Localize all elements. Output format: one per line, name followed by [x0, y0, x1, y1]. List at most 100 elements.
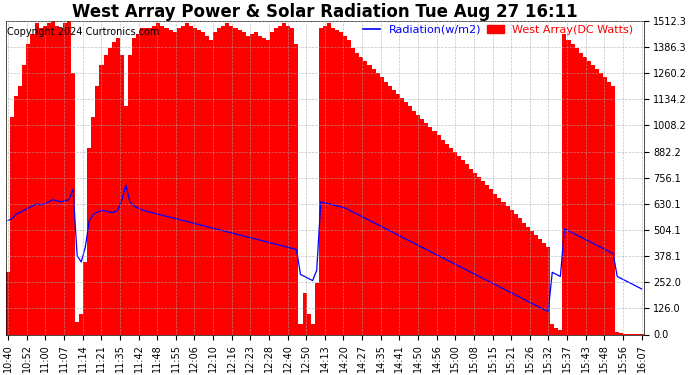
Bar	[607, 81, 611, 334]
Bar	[14, 96, 18, 334]
Bar	[469, 169, 473, 334]
Bar	[359, 57, 364, 334]
Bar	[140, 28, 144, 334]
Bar	[10, 117, 14, 334]
Bar	[75, 322, 79, 334]
Bar	[132, 38, 136, 334]
Bar	[493, 194, 497, 334]
Bar	[339, 32, 343, 334]
Bar	[266, 40, 270, 334]
Bar	[457, 156, 461, 334]
Bar	[221, 26, 226, 334]
Bar	[254, 32, 258, 334]
Bar	[335, 30, 339, 334]
Bar	[526, 226, 530, 334]
Bar	[282, 24, 286, 334]
Bar	[591, 65, 595, 335]
Bar	[278, 26, 282, 334]
Bar	[237, 30, 242, 334]
Legend: Radiation(w/m2), West Array(DC Watts): Radiation(w/m2), West Array(DC Watts)	[359, 20, 638, 39]
Bar	[197, 30, 201, 334]
Bar	[502, 202, 506, 334]
Bar	[67, 21, 71, 334]
Bar	[619, 333, 623, 334]
Bar	[396, 94, 400, 334]
Bar	[136, 34, 140, 334]
Bar	[558, 330, 562, 334]
Bar	[310, 324, 315, 334]
Bar	[400, 98, 404, 334]
Bar	[262, 38, 266, 334]
Bar	[384, 81, 388, 334]
Bar	[181, 26, 185, 334]
Bar	[108, 48, 112, 334]
Bar	[226, 24, 229, 334]
Bar	[615, 332, 619, 334]
Bar	[241, 32, 246, 334]
Bar	[120, 55, 124, 334]
Bar	[185, 24, 189, 334]
Bar	[534, 235, 538, 334]
Bar	[91, 117, 95, 334]
Bar	[485, 185, 489, 334]
Bar	[43, 26, 47, 334]
Bar	[290, 28, 295, 334]
Bar	[112, 42, 116, 334]
Bar	[47, 24, 51, 334]
Title: West Array Power & Solar Radiation Tue Aug 27 16:11: West Array Power & Solar Radiation Tue A…	[72, 3, 578, 21]
Bar	[177, 28, 181, 334]
Bar	[319, 28, 323, 334]
Bar	[160, 26, 164, 334]
Bar	[148, 28, 152, 334]
Bar	[164, 28, 168, 334]
Bar	[433, 131, 437, 334]
Bar	[562, 34, 566, 334]
Bar	[481, 181, 485, 334]
Bar	[412, 111, 416, 334]
Bar	[595, 69, 599, 334]
Bar	[157, 24, 160, 334]
Bar	[193, 28, 197, 334]
Text: Copyright 2024 Curtronics.com: Copyright 2024 Curtronics.com	[8, 27, 159, 37]
Bar	[286, 26, 290, 334]
Bar	[428, 127, 433, 334]
Bar	[205, 36, 209, 334]
Bar	[497, 198, 502, 334]
Bar	[26, 44, 30, 334]
Bar	[489, 189, 493, 334]
Bar	[368, 65, 371, 335]
Bar	[71, 73, 75, 334]
Bar	[518, 218, 522, 334]
Bar	[55, 26, 59, 334]
Bar	[128, 55, 132, 334]
Bar	[295, 44, 299, 334]
Bar	[18, 86, 22, 334]
Bar	[611, 86, 615, 334]
Bar	[6, 272, 10, 334]
Bar	[546, 248, 550, 334]
Bar	[152, 26, 157, 334]
Bar	[510, 210, 513, 334]
Bar	[538, 239, 542, 334]
Bar	[217, 28, 221, 334]
Bar	[323, 26, 327, 334]
Bar	[347, 40, 351, 334]
Bar	[246, 36, 250, 334]
Bar	[59, 28, 63, 334]
Bar	[380, 77, 384, 334]
Bar	[506, 206, 510, 334]
Bar	[355, 53, 359, 334]
Bar	[522, 222, 526, 334]
Bar	[213, 32, 217, 334]
Bar	[603, 77, 607, 334]
Bar	[437, 135, 441, 334]
Bar	[274, 28, 278, 334]
Bar	[30, 34, 34, 334]
Bar	[327, 24, 331, 334]
Bar	[299, 324, 302, 334]
Bar	[550, 324, 554, 334]
Bar	[404, 102, 408, 334]
Bar	[453, 152, 457, 334]
Bar	[39, 28, 43, 334]
Bar	[441, 140, 444, 334]
